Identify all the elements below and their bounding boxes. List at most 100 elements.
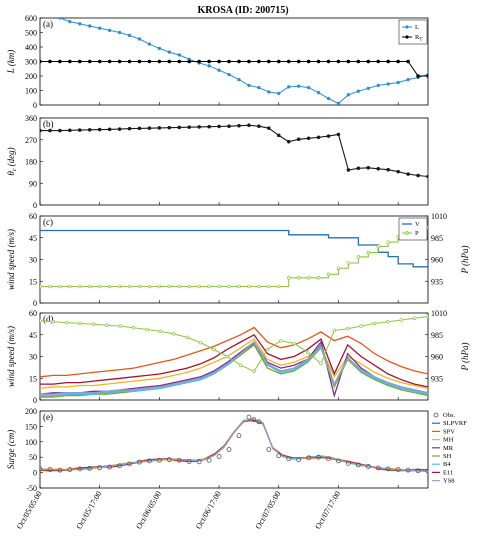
legend-L-marker (405, 25, 409, 29)
R-T-point (247, 59, 251, 64)
R-T-point (67, 59, 72, 64)
L-point (177, 53, 182, 57)
obs-point (117, 463, 122, 469)
obs-point (206, 457, 212, 463)
pressure-P-point (172, 332, 176, 336)
pressure-P-point (359, 324, 363, 328)
theta-c-point (266, 126, 271, 130)
L-point (117, 30, 122, 35)
legend-box (398, 19, 428, 45)
R-T-point (107, 59, 112, 64)
R-T-point (396, 59, 401, 64)
R-T-point (366, 59, 371, 64)
P-line (40, 227, 428, 288)
theta-c-point (117, 127, 122, 131)
wind-SPV-line (40, 326, 428, 378)
P-point (296, 276, 301, 280)
pressure-P-point (292, 341, 296, 346)
y-tick-label: 30 (29, 256, 37, 265)
V-line (40, 229, 428, 270)
y-tick-label: 0 (33, 396, 37, 405)
y-tick-label: 180 (25, 158, 37, 167)
obs-point (67, 467, 73, 472)
L-point (267, 90, 271, 94)
pressure-P-point (65, 320, 69, 325)
y2-tick-label: 1010 (431, 309, 447, 318)
legend-obs-marker (433, 412, 439, 418)
L-point (296, 84, 301, 88)
obs-point (40, 466, 43, 472)
y2-tick-label: 985 (431, 331, 443, 340)
R-T-point (406, 59, 410, 64)
P-point (177, 284, 182, 289)
R-T-point (97, 59, 102, 64)
L-point (346, 93, 351, 97)
P-point (157, 284, 162, 289)
P-point (187, 284, 191, 289)
figure-title: KROSA (ID: 200715) (197, 5, 288, 16)
pressure-P-point (426, 314, 428, 319)
P-point (48, 284, 52, 289)
R-T-point (227, 59, 231, 64)
pressure-P-point (319, 361, 323, 366)
R-T-point (376, 59, 381, 64)
y-tick-label: 60 (29, 212, 37, 221)
theta-c-line (40, 124, 428, 178)
R-T-point (237, 59, 241, 64)
obs-point (355, 462, 361, 468)
theta-c-point (187, 125, 192, 130)
y2-tick-label: 935 (431, 374, 443, 383)
y-tick-label: 30 (29, 353, 37, 362)
R-T-point (157, 59, 162, 64)
obs-point (405, 467, 411, 473)
R-T-point (117, 59, 122, 64)
L-point (366, 86, 371, 91)
L-point (167, 50, 172, 54)
R-T-line (40, 61, 428, 77)
L-point (227, 72, 231, 77)
wind-E11-line (40, 333, 428, 388)
pressure-P-point (412, 316, 417, 320)
panel-label: (a) (43, 19, 53, 29)
y-tick-label: 0 (33, 201, 37, 210)
theta-c-point (87, 127, 92, 132)
plot-frame (39, 410, 429, 489)
pressure-P-point (386, 319, 390, 324)
obs-point (256, 419, 262, 425)
legend-label: Obs. (443, 412, 455, 419)
y2-axis-label: P (hPa) (460, 245, 470, 274)
legend-P-marker (405, 231, 409, 235)
obs-point (147, 458, 152, 464)
obs-point (375, 465, 381, 471)
P-point (217, 284, 221, 289)
P-point (386, 240, 390, 244)
theta-c-point (296, 137, 301, 142)
theta-c-point (346, 168, 351, 172)
theta-c-point (316, 135, 321, 140)
obs-point (415, 468, 421, 474)
P-point (356, 255, 361, 259)
theta-c-point (167, 125, 172, 130)
P-point (277, 284, 281, 289)
R-T-point (326, 59, 331, 64)
plot-frame (39, 215, 429, 304)
pressure-P-point (145, 327, 149, 332)
L-point (237, 77, 241, 82)
theta-c-point (127, 126, 132, 131)
theta-c-point (286, 139, 291, 144)
y-tick-label: 0 (33, 469, 37, 478)
P-point (167, 284, 172, 289)
pressure-P-point (265, 347, 270, 352)
pressure-P-point (118, 324, 123, 328)
L-point (207, 64, 211, 68)
legend-label: MH (443, 437, 454, 444)
pressure-P-point (131, 326, 136, 330)
obs-point (166, 457, 172, 463)
series-group (40, 18, 428, 105)
L-point (257, 85, 261, 90)
L-point (137, 37, 142, 41)
y-tick-label: 200 (25, 72, 37, 81)
obs-point (216, 454, 222, 459)
obs-point (97, 465, 103, 471)
